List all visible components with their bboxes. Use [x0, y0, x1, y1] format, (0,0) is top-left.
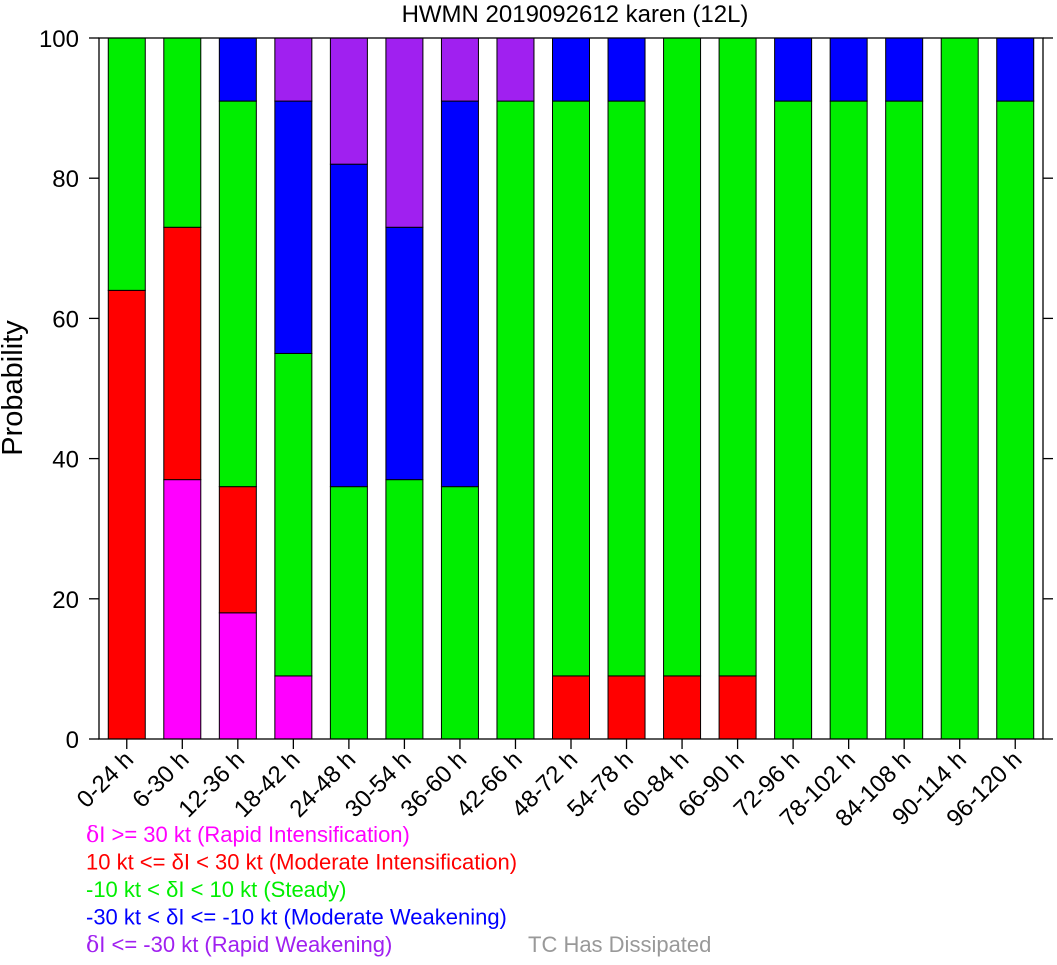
- bar-segment-steady-14: [885, 100, 924, 740]
- bar-segment-rw-4: [329, 37, 368, 165]
- bar-segment-steady-2: [218, 100, 257, 488]
- x-tick-label-0: 0-24 h: [72, 746, 139, 813]
- bar-segment-steady-13: [829, 100, 868, 740]
- y-tick-label-0: 0: [66, 727, 79, 754]
- legend-entry-text: I <= -30 kt (Rapid Weakening): [99, 932, 392, 957]
- y-tick-label-40: 40: [52, 447, 79, 474]
- bar-segment-ri-3: [274, 675, 313, 740]
- y-tick-label-20: 20: [52, 587, 79, 614]
- bar-segment-mw-6: [440, 100, 479, 488]
- bar-segment-mw-2: [218, 37, 257, 102]
- bar-segment-steady-11: [718, 37, 757, 677]
- bar-segment-ri-1: [163, 479, 202, 740]
- bar-segment-steady-6: [440, 486, 479, 740]
- bar-segment-steady-10: [663, 37, 702, 677]
- bar-segment-rw-3: [274, 37, 313, 102]
- bar-segment-mi-8: [552, 675, 590, 740]
- bar-segment-steady-5: [385, 479, 424, 740]
- bar-segment-mi-10: [663, 675, 702, 740]
- legend-entry-1: 10 kt <= δI < 30 kt (Moderate Intensific…: [86, 850, 517, 875]
- legend-entry-text: 10 kt <= δI < 30 kt (Moderate Intensific…: [86, 850, 517, 875]
- legend-delta-symbol: δ: [86, 823, 99, 848]
- bar-segment-steady-8: [552, 100, 590, 677]
- bar-segment-steady-0: [107, 37, 146, 291]
- bar-segment-mw-16: [996, 37, 1035, 102]
- bar-segment-mw-4: [329, 163, 368, 488]
- bar-segment-steady-9: [607, 100, 646, 677]
- bar-segment-mi-0: [107, 289, 146, 740]
- legend-entry-3: -30 kt < δI <= -10 kt (Moderate Weakenin…: [86, 905, 507, 930]
- bar-segment-rw-6: [440, 37, 479, 102]
- legend-entry-2: -10 kt < δI < 10 kt (Steady): [86, 877, 346, 902]
- bar-segment-ri-2: [218, 612, 257, 740]
- bar-segment-mw-5: [385, 226, 424, 481]
- bar-segment-steady-12: [774, 100, 813, 740]
- y-axis-label: Probability: [0, 320, 29, 456]
- legend-delta-symbol: δ: [86, 933, 99, 958]
- legend-entry-0: δI >= 30 kt (Rapid Intensification): [86, 822, 410, 848]
- bar-segment-rw-7: [496, 37, 535, 102]
- y-tick-label-100: 100: [39, 26, 79, 53]
- bar-segment-rw-5: [385, 37, 424, 228]
- bar-segment-mi-9: [607, 675, 646, 740]
- bar-segment-steady-4: [329, 486, 368, 740]
- bar-segment-mi-11: [718, 675, 757, 740]
- bar-segment-steady-15: [940, 37, 979, 740]
- y-tick-label-80: 80: [52, 166, 79, 193]
- legend-dissipated: TC Has Dissipated: [528, 932, 711, 957]
- bar-segment-mw-9: [607, 37, 646, 102]
- legend: δI >= 30 kt (Rapid Intensification)10 kt…: [86, 822, 711, 958]
- y-tick-label-60: 60: [52, 306, 79, 333]
- legend-entry-4: δI <= -30 kt (Rapid Weakening): [86, 932, 392, 958]
- legend-entry-text: -30 kt < δI <= -10 kt (Moderate Weakenin…: [86, 905, 507, 930]
- bar-segment-steady-16: [996, 100, 1035, 740]
- bar-segment-mw-14: [885, 37, 924, 102]
- bar-segment-mi-1: [163, 226, 202, 481]
- bar-segment-steady-3: [274, 352, 313, 677]
- bar-segment-mw-13: [829, 37, 868, 102]
- bar-segment-steady-1: [163, 37, 202, 228]
- bar-segment-mi-2: [218, 486, 257, 614]
- bar-segment-mw-8: [552, 37, 590, 102]
- legend-entry-text: -10 kt < δI < 10 kt (Steady): [86, 877, 346, 902]
- bar-segment-mw-12: [774, 37, 813, 102]
- bar-segment-mw-3: [274, 100, 313, 354]
- chart-title: HWMN 2019092612 karen (12L): [402, 1, 749, 28]
- legend-entry-text: I >= 30 kt (Rapid Intensification): [99, 822, 410, 847]
- bar-segment-steady-7: [496, 100, 535, 740]
- bars-group: [107, 37, 1035, 740]
